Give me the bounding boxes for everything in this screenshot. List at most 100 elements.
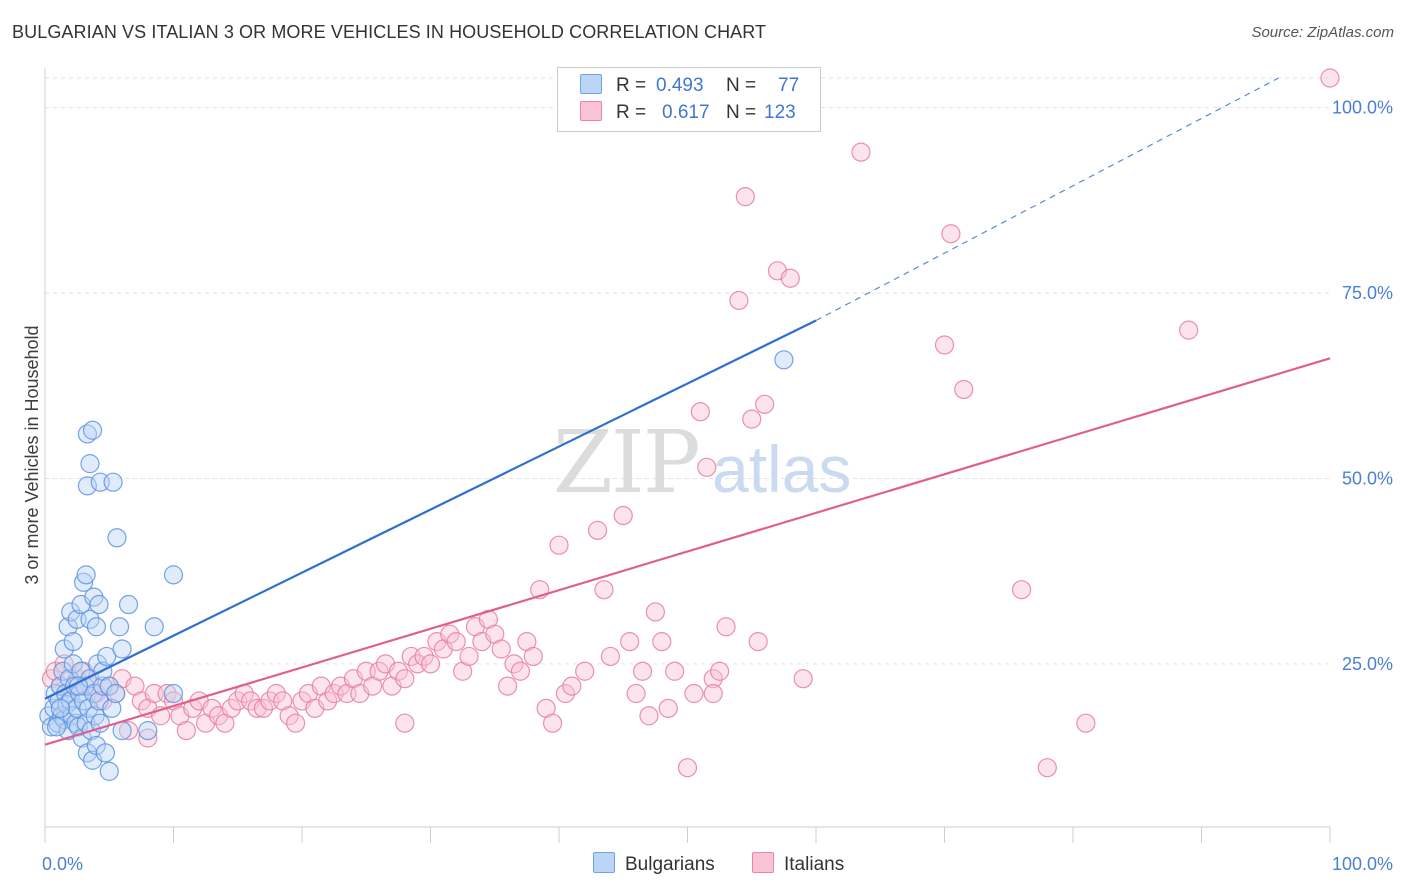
bulgarians-point [112,639,132,659]
bottom-legend-bulgarians[interactable]: Bulgarians [593,852,715,876]
watermark-zip: ZIP [553,413,699,513]
italians-point [729,290,749,311]
legend-swatch-italians [580,101,602,121]
bulgarians-point [46,717,67,737]
italians-point [684,683,704,704]
bulgarians-point [97,646,117,667]
gridlines [45,77,1330,665]
italians-point [440,624,460,644]
bulgarians-point [109,617,130,637]
italians-point [459,646,479,667]
y-axis-label: 3 or more Vehicles in Household [22,325,42,584]
legend-r-label: R = [616,75,647,96]
legend-r-label: R = [616,102,647,123]
italians-point [491,639,511,659]
watermark: ZIP atlas [553,413,851,513]
italians-point [934,335,955,355]
italians-point [716,617,736,637]
bulgarians-point [61,602,81,622]
italians-point [221,698,241,718]
bulgarians-swatch [593,852,615,873]
italians-point [138,728,158,748]
italians-point [1076,713,1096,733]
legend: R = 0.493 N = 77 R = 0.617 N = 123 [557,67,821,132]
italians-point [632,661,653,681]
italians-point [388,661,408,681]
italians-point [703,669,723,689]
italians-point [523,646,543,667]
italians-point [793,669,813,689]
bulgarians-point [138,720,158,741]
bulgarians-point [106,683,126,704]
italians-point [414,646,434,667]
bulgarians-trendline-extension [815,77,1279,322]
italians-point [639,706,659,726]
bulgarians-point [774,350,794,370]
italians-point [748,632,768,652]
italians-point [266,683,286,704]
italians-point [176,720,196,741]
italians-point [690,402,710,422]
italians-point [446,632,466,652]
italians-point [279,706,299,726]
bulgarians-trendline [44,319,817,700]
italians-point [562,676,582,696]
legend-n-label: N = [726,102,757,123]
bulgarians-point [76,565,96,585]
bulgarians-point [144,617,164,637]
italians-point [697,457,717,477]
italians-point [285,713,306,733]
italians-point [504,654,524,674]
italians-point [369,661,389,681]
bulgarians-point [50,698,71,718]
italians-point [677,758,698,778]
watermark-atlas: atlas [712,432,851,506]
bulgarians-point [102,698,122,718]
legend-n-value: 123 [764,102,796,123]
italians-point [703,683,723,704]
italians-point [780,268,800,288]
italians-point [555,683,576,704]
italians-point [253,698,274,718]
bulgarians-point [77,424,98,444]
trendlines [44,77,1331,746]
italians-point [742,409,762,429]
italians-point [941,224,961,244]
bulgarians-point [77,476,98,496]
tick-labels: 25.0% 50.0% 75.0% 100.0% 0.0% 100.0% [42,98,1393,874]
bulgarians-label: Bulgarians [625,854,715,875]
x-tick-label: 0.0% [42,854,83,874]
italians-point [157,683,177,704]
italians-point [202,698,222,718]
series-italians [41,68,1340,778]
bulgarians-point [80,609,100,629]
italians-point [954,379,974,400]
y-tick-label: 50.0% [1342,468,1393,488]
bottom-legend-italians[interactable]: Italians [752,852,844,876]
italians-point [652,632,672,652]
italians-point [118,720,139,741]
bulgarians-point [163,565,184,585]
bulgarians-point [63,632,83,652]
italians-point [1179,320,1199,340]
bulgarians-point [118,594,139,615]
y-tick-label: 75.0% [1342,283,1393,303]
italians-point [600,646,621,667]
bulgarians-point [82,420,103,440]
bulgarians-point [63,654,83,674]
bulgarians-point [103,472,123,492]
italians-label: Italians [784,854,845,875]
italians-point [420,654,441,674]
bulgarians-point [79,698,99,718]
italians-point [613,505,633,526]
legend-swatch-bulgarians [580,74,602,94]
x-tick-label: 100.0% [1332,854,1393,874]
source-label: Source: ZipAtlas.com [1251,24,1394,41]
italians-point [1037,758,1057,778]
bulgarians-point [80,454,100,474]
bulgarians-point [67,698,87,718]
axes [44,68,1331,843]
legend-r-value: 0.493 [656,75,704,96]
italians-point [1320,68,1340,88]
